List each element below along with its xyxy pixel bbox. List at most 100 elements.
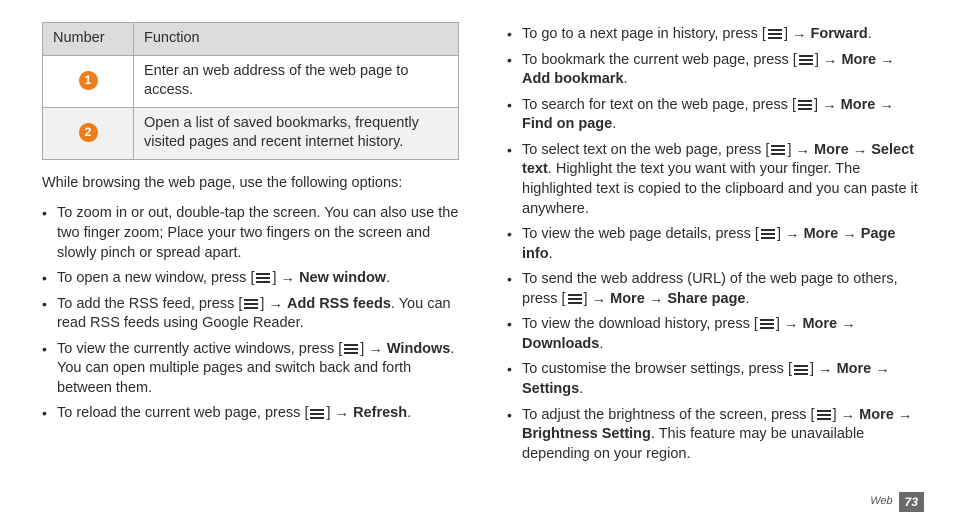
list-item: To search for text on the web page, pres…: [507, 96, 924, 135]
number-badge-2: 2: [79, 123, 98, 142]
menu-path-bold: Brightness Setting: [522, 426, 651, 442]
text-fragment: To bookmark the current web page, press …: [522, 52, 797, 68]
text-fragment: .: [407, 405, 411, 421]
menu-icon: [767, 28, 783, 40]
list-item: To zoom in or out, double-tap the screen…: [42, 204, 459, 263]
text-fragment: ] →: [815, 52, 842, 68]
menu-path-bold: More: [859, 407, 894, 423]
text-fragment: To add the RSS feed, press [: [57, 296, 242, 312]
list-item: To add the RSS feed, press [ ] → Add RSS …: [42, 295, 459, 334]
menu-path-bold: New window: [299, 270, 386, 286]
number-function-table: Number Function 1 Enter an web address o…: [42, 22, 459, 160]
number-badge-1: 1: [79, 71, 98, 90]
list-item: To adjust the brightness of the screen, …: [507, 406, 924, 465]
menu-icon: [255, 272, 271, 284]
text-fragment: ] →: [810, 361, 837, 377]
menu-path-bold: More: [802, 316, 837, 332]
text-fragment: .: [386, 270, 390, 286]
menu-icon: [793, 364, 809, 376]
list-item: To open a new window, press [ ] → New win…: [42, 269, 459, 289]
menu-path-bold: More: [841, 52, 876, 68]
menu-path-bold: More: [610, 291, 645, 307]
menu-path-bold: More: [804, 226, 839, 242]
document-page: Number Function 1 Enter an web address o…: [0, 0, 954, 518]
function-cell: Open a list of saved bookmarks, frequent…: [134, 107, 459, 159]
text-fragment: ] →: [833, 407, 860, 423]
text-fragment: To view the download history, press [: [522, 316, 758, 332]
left-column: Number Function 1 Enter an web address o…: [42, 22, 459, 510]
menu-icon: [759, 318, 775, 330]
text-fragment: ] →: [777, 226, 804, 242]
list-item: To select text on the web page, press []…: [507, 141, 924, 219]
menu-path-bold: Windows: [387, 341, 451, 357]
text-fragment: →: [837, 316, 856, 332]
text-fragment: To view the web page details, press [: [522, 226, 759, 242]
table-header-row: Number Function: [43, 23, 459, 56]
list-item: To view the download history, press [ ] →…: [507, 315, 924, 354]
text-fragment: To open a new window, press [: [57, 270, 254, 286]
text-fragment: To go to a next page in history, press [: [522, 26, 766, 42]
text-fragment: .: [624, 71, 628, 87]
text-fragment: ] →: [814, 97, 841, 113]
list-item: To view the web page details, press [ ] →…: [507, 225, 924, 264]
text-fragment: .: [868, 26, 872, 42]
text-fragment: To view the currently active windows, pr…: [57, 341, 342, 357]
text-fragment: . Highlight the text you want with your …: [522, 161, 918, 216]
menu-icon: [797, 99, 813, 111]
menu-icon: [343, 343, 359, 355]
footer-section: Web: [870, 494, 892, 509]
menu-icon: [567, 293, 583, 305]
text-fragment: →: [838, 226, 861, 242]
text-fragment: .: [579, 381, 583, 397]
intro-paragraph: While browsing the web page, use the fol…: [42, 174, 459, 194]
text-fragment: ] →: [272, 270, 299, 286]
text-fragment: ] →: [360, 341, 387, 357]
menu-icon: [816, 409, 832, 421]
list-item: To view the currently active windows, pr…: [42, 340, 459, 399]
menu-path-bold: Forward: [811, 26, 868, 42]
text-fragment: ] →: [776, 316, 803, 332]
menu-icon: [243, 298, 259, 310]
menu-path-bold: Refresh: [353, 405, 407, 421]
text-fragment: To customise the browser settings, press…: [522, 361, 792, 377]
text-fragment: .: [612, 116, 616, 132]
function-cell: Enter an web address of the web page to …: [134, 55, 459, 107]
page-footer: Web 73: [870, 492, 924, 512]
text-fragment: .: [599, 336, 603, 352]
table-row: 2 Open a list of saved bookmarks, freque…: [43, 107, 459, 159]
right-bullet-list: To go to a next page in history, press […: [507, 22, 924, 470]
text-fragment: →: [876, 52, 895, 68]
list-item: To reload the current web page, press []…: [42, 404, 459, 424]
number-cell: 1: [43, 55, 134, 107]
text-fragment: To zoom in or out, double-tap the screen…: [57, 205, 458, 260]
text-fragment: ] →: [784, 26, 811, 42]
menu-icon: [770, 144, 786, 156]
text-fragment: ] →: [260, 296, 287, 312]
menu-path-bold: Find on page: [522, 116, 612, 132]
text-fragment: →: [871, 361, 890, 377]
menu-icon: [309, 408, 325, 420]
list-item: To go to a next page in history, press […: [507, 25, 924, 45]
text-fragment: To reload the current web page, press [: [57, 405, 308, 421]
th-function: Function: [134, 23, 459, 56]
text-fragment: To adjust the brightness of the screen, …: [522, 407, 815, 423]
list-item: To customise the browser settings, press…: [507, 360, 924, 399]
text-fragment: To search for text on the web page, pres…: [522, 97, 796, 113]
text-fragment: ] →: [584, 291, 611, 307]
text-fragment: ] →: [326, 405, 353, 421]
list-item: To bookmark the current web page, press …: [507, 51, 924, 90]
menu-path-bold: More: [841, 97, 876, 113]
text-fragment: →: [875, 97, 894, 113]
menu-path-bold: Add RSS feeds: [287, 296, 391, 312]
list-item: To send the web address (URL) of the web…: [507, 270, 924, 309]
number-cell: 2: [43, 107, 134, 159]
right-column: To go to a next page in history, press […: [507, 22, 924, 510]
left-bullet-list: To zoom in or out, double-tap the screen…: [42, 201, 459, 430]
text-fragment: ] →: [787, 142, 814, 158]
menu-path-bold: Add bookmark: [522, 71, 624, 87]
table-row: 1 Enter an web address of the web page t…: [43, 55, 459, 107]
menu-path-bold: Downloads: [522, 336, 599, 352]
menu-path-bold: More: [837, 361, 872, 377]
footer-page-number: 73: [899, 492, 924, 512]
menu-icon: [798, 54, 814, 66]
